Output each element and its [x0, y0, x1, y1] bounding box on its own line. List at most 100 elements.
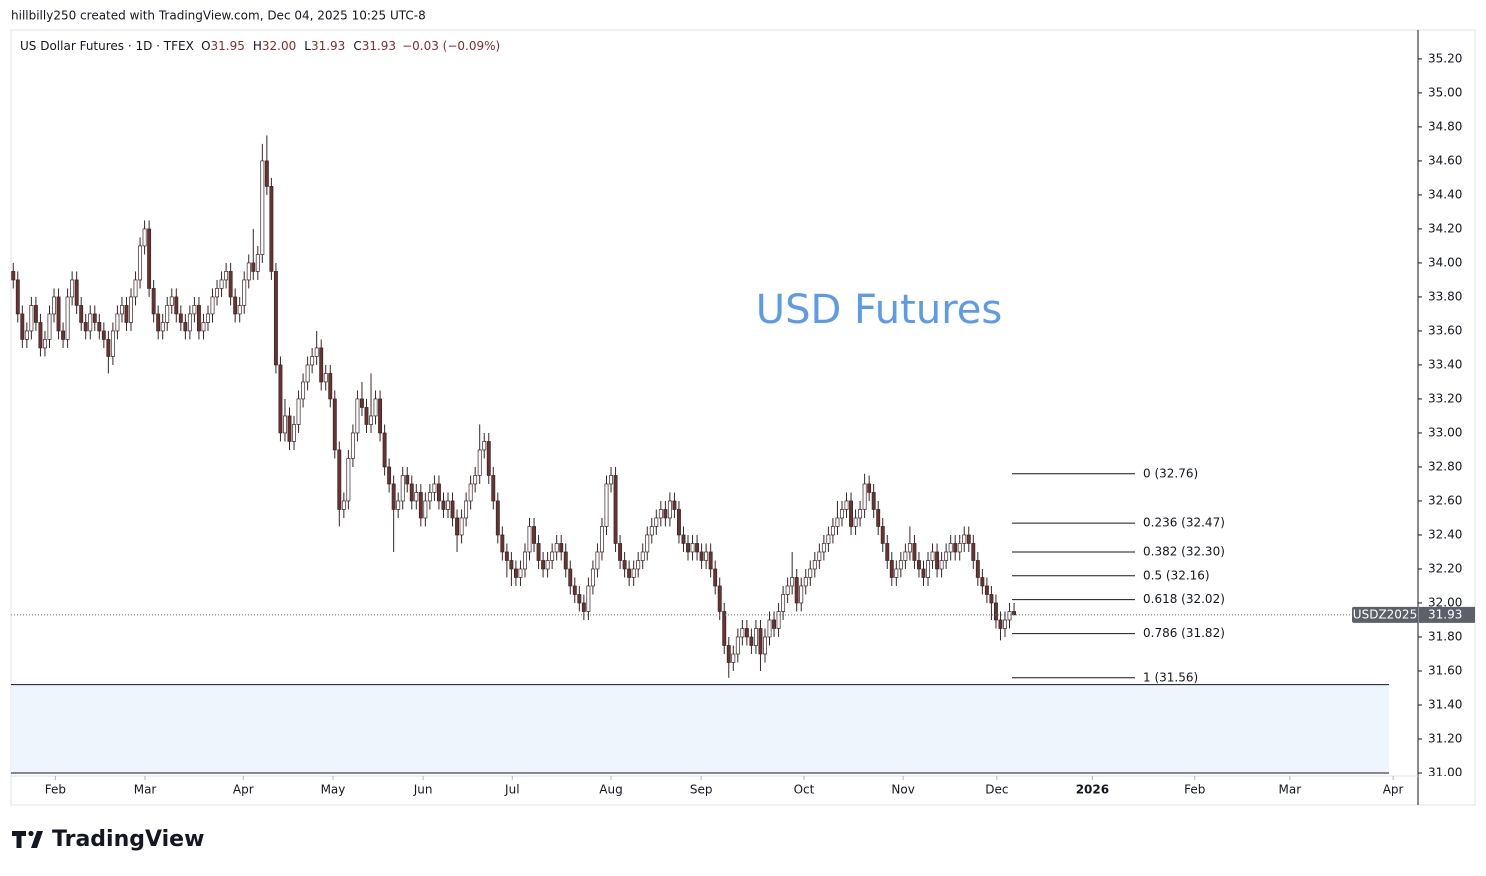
zone-box [11, 684, 1389, 773]
candle-body [677, 509, 681, 536]
legend-value: 31.93 [311, 39, 345, 53]
candle-body [948, 543, 953, 553]
candle-body [808, 568, 813, 578]
candle-body [106, 339, 111, 357]
candle-body [871, 492, 876, 510]
candle-body [545, 560, 550, 570]
candle-body [119, 305, 124, 315]
candle-body [527, 526, 532, 553]
candle-body [500, 534, 505, 553]
candle-body [817, 551, 822, 561]
candle-body [79, 305, 84, 323]
candle-body [867, 483, 872, 493]
candle-body [43, 339, 47, 349]
x-tick-label: Apr [233, 783, 254, 797]
candle-body [731, 653, 736, 663]
candle-body [24, 330, 29, 340]
candle-body [636, 560, 641, 570]
fib-label: 0.236 (32.47) [1143, 516, 1225, 530]
candle-body [858, 509, 863, 519]
candle-body [432, 483, 437, 493]
candle-body [744, 628, 749, 638]
x-tick-label: Mar [134, 783, 157, 797]
legend-value: 32.00 [262, 39, 296, 53]
candle-body [649, 526, 654, 536]
candle-body [409, 483, 414, 502]
candle-body [11, 271, 16, 281]
last-price-label: 31.93 [1428, 607, 1462, 621]
marks-layer [11, 135, 1017, 678]
candle-body [844, 500, 849, 510]
fib-label: 1 (31.56) [1143, 670, 1198, 684]
candle-body [577, 594, 582, 604]
candle-body [210, 296, 215, 315]
candle-body [962, 534, 967, 544]
candle-body [889, 560, 894, 578]
candle-body [876, 509, 881, 527]
candle-body [482, 441, 487, 451]
candle-body [15, 279, 20, 315]
candle-body [794, 577, 799, 604]
candle-body [763, 636, 767, 655]
candle-body [781, 594, 786, 612]
candle-body [355, 398, 360, 434]
candle-body [246, 262, 251, 281]
candle-body [323, 373, 328, 383]
candle-body [532, 526, 536, 544]
candle-body [758, 628, 763, 655]
candle-body [667, 500, 672, 519]
candle-body [283, 415, 287, 434]
candle-body [559, 543, 564, 553]
y-tick-label: 31.80 [1428, 629, 1462, 643]
candle-body [513, 568, 518, 578]
fib-label: 0.786 (31.82) [1143, 626, 1225, 640]
candle-body [446, 500, 450, 510]
x-tick-label: Nov [891, 783, 914, 797]
candle-body [563, 551, 568, 570]
candle-body [998, 619, 1003, 629]
y-tick-label: 33.40 [1428, 357, 1462, 371]
candle-body [708, 551, 713, 570]
candle-body [753, 628, 758, 646]
candle-body [699, 551, 704, 561]
candle-body [88, 313, 93, 332]
candle-body [495, 500, 500, 536]
candle-body [627, 568, 632, 578]
y-tick-label: 33.60 [1428, 323, 1462, 337]
candle-body [600, 526, 604, 553]
candle-body [124, 305, 129, 323]
candle-body [92, 313, 97, 323]
y-tick-label: 34.20 [1428, 221, 1462, 235]
fib-label: 0.382 (32.30) [1143, 544, 1225, 558]
candle-body [156, 313, 161, 332]
candle-body [595, 551, 600, 570]
candle-body [115, 313, 120, 332]
candle-body [350, 432, 355, 459]
candle-body [423, 500, 428, 519]
y-tick-label: 31.60 [1428, 663, 1462, 677]
candle-body [287, 415, 292, 442]
candle-body [387, 466, 392, 485]
candle-body [396, 500, 401, 510]
y-tick-label: 33.80 [1428, 289, 1462, 303]
candle-body [228, 271, 233, 298]
candle-body [341, 500, 346, 510]
candle-body [518, 568, 523, 578]
candle-body [523, 551, 527, 570]
candle-body [803, 577, 808, 587]
candle-body [142, 228, 147, 247]
candle-body [554, 543, 559, 553]
candle-body [717, 585, 722, 612]
candle-body [264, 160, 269, 187]
candle-body [726, 645, 731, 663]
x-tick-label: Aug [599, 783, 622, 797]
candle-body [658, 509, 663, 519]
candle-body [65, 296, 70, 340]
brand-name: TradingView [52, 827, 204, 852]
candle-body [97, 322, 102, 332]
candle-body [690, 543, 695, 553]
candle-body [414, 492, 419, 502]
candle-body [966, 534, 971, 544]
candle-body [436, 483, 441, 502]
candle-body [785, 585, 790, 595]
